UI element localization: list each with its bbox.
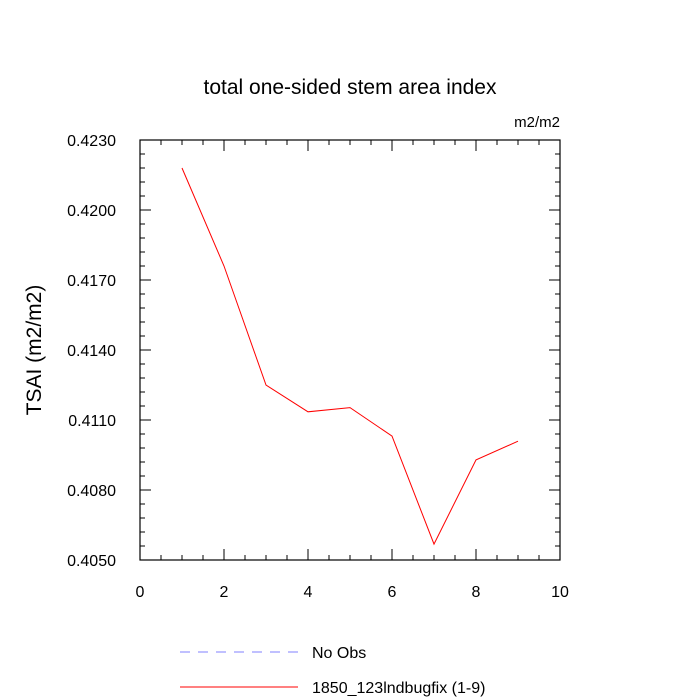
y-tick-label: 0.4110 bbox=[68, 413, 116, 430]
y-tick-label: 0.4140 bbox=[67, 343, 116, 360]
y-tick-label: 0.4080 bbox=[67, 483, 116, 500]
units-label: m2/m2 bbox=[514, 114, 560, 131]
y-tick-label: 0.4170 bbox=[67, 273, 116, 290]
y-tick-label: 0.4200 bbox=[67, 203, 116, 220]
plot-area: 0 2 4 6 8 10 0.4050 0.4080 0.4110 0.4140 0.4170 0.4… bbox=[67, 133, 569, 601]
legend-label: 1850_123lndbugfix (1-9) bbox=[312, 680, 485, 697]
x-tick-label: 6 bbox=[388, 584, 397, 601]
x-tick-label: 8 bbox=[472, 584, 481, 601]
x-tick-label: 4 bbox=[304, 584, 313, 601]
plot-frame bbox=[139, 139, 561, 561]
x-tick-label: 10 bbox=[551, 584, 569, 601]
legend-label: No Obs bbox=[312, 645, 366, 662]
x-tick-label: 2 bbox=[220, 584, 229, 601]
y-tick-label: 0.4050 bbox=[67, 553, 116, 570]
y-tick-label: 0.4230 bbox=[67, 133, 116, 150]
series-line bbox=[181, 167, 519, 546]
x-tick-label: 0 bbox=[136, 584, 145, 601]
legend: No Obs 1850_123lndbugfix (1-9) bbox=[180, 645, 485, 697]
y-axis-label: TSAI (m2/m2) bbox=[23, 285, 46, 416]
chart-title: total one-sided stem area index bbox=[203, 76, 497, 99]
